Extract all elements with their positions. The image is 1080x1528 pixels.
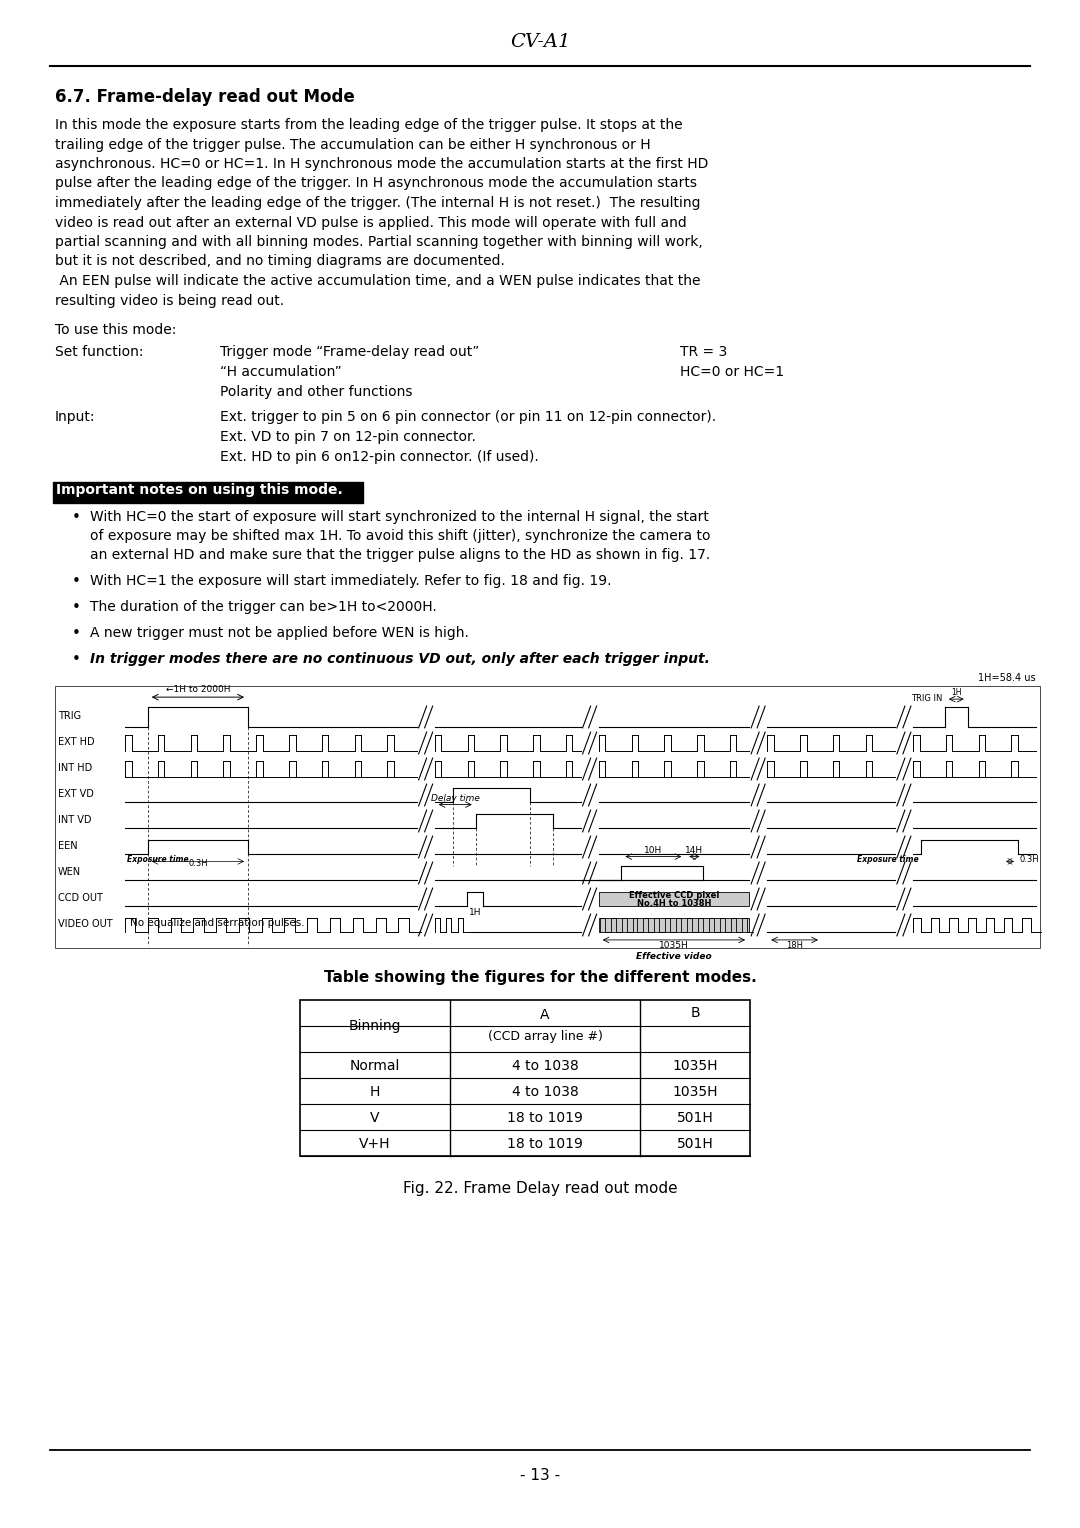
Text: 6.7. Frame-delay read out Mode: 6.7. Frame-delay read out Mode <box>55 89 354 105</box>
Bar <box>55 686 1040 947</box>
Text: video is read out after an external VD pulse is applied. This mode will operate : video is read out after an external VD p… <box>55 215 687 229</box>
Text: asynchronous. HC=0 or HC=1. In H synchronous mode the accumulation starts at the: asynchronous. HC=0 or HC=1. In H synchro… <box>55 157 708 171</box>
Text: CV-A1: CV-A1 <box>510 34 570 50</box>
Text: 1035H: 1035H <box>672 1085 718 1099</box>
Text: To use this mode:: To use this mode: <box>55 322 176 338</box>
Text: 0.3H: 0.3H <box>188 859 207 868</box>
Text: •: • <box>72 510 81 526</box>
Text: With HC=1 the exposure will start immediately. Refer to fig. 18 and fig. 19.: With HC=1 the exposure will start immedi… <box>90 575 611 588</box>
Text: 501H: 501H <box>677 1111 714 1125</box>
Text: 14H: 14H <box>686 845 703 854</box>
Text: Delay time: Delay time <box>431 793 480 802</box>
Text: With HC=0 the start of exposure will start synchronized to the internal H signal: With HC=0 the start of exposure will sta… <box>90 510 708 524</box>
Text: Important notes on using this mode.: Important notes on using this mode. <box>56 483 342 497</box>
Text: of exposure may be shifted max 1H. To avoid this shift (jitter), synchronize the: of exposure may be shifted max 1H. To av… <box>90 529 711 542</box>
Text: •: • <box>72 601 81 614</box>
Text: INT VD: INT VD <box>58 814 92 825</box>
Text: but it is not described, and no timing diagrams are documented.: but it is not described, and no timing d… <box>55 255 504 269</box>
Text: (CCD array line #): (CCD array line #) <box>487 1030 603 1044</box>
Text: V+H: V+H <box>360 1137 391 1151</box>
Bar <box>598 892 750 906</box>
Text: 18 to 1019: 18 to 1019 <box>508 1137 583 1151</box>
Bar <box>53 481 363 503</box>
Text: In this mode the exposure starts from the leading edge of the trigger pulse. It : In this mode the exposure starts from th… <box>55 118 683 131</box>
Text: partial scanning and with all binning modes. Partial scanning together with binn: partial scanning and with all binning mo… <box>55 235 703 249</box>
Text: Ext. HD to pin 6 on12-pin connector. (If used).: Ext. HD to pin 6 on12-pin connector. (If… <box>220 451 539 465</box>
Text: 0.3H: 0.3H <box>1020 856 1040 865</box>
Text: pulse after the leading edge of the trigger. In H asynchronous mode the accumula: pulse after the leading edge of the trig… <box>55 177 697 191</box>
Text: TRIG: TRIG <box>58 711 81 721</box>
Text: 1035H: 1035H <box>659 941 689 950</box>
Text: Table showing the figures for the different modes.: Table showing the figures for the differ… <box>324 970 756 986</box>
Text: •: • <box>72 575 81 588</box>
Text: WEN: WEN <box>58 866 81 877</box>
Text: •: • <box>72 652 81 668</box>
Text: H: H <box>369 1085 380 1099</box>
Text: Polarity and other functions: Polarity and other functions <box>220 385 413 399</box>
Text: EEN: EEN <box>58 840 78 851</box>
Text: Fig. 22. Frame Delay read out mode: Fig. 22. Frame Delay read out mode <box>403 1181 677 1196</box>
Text: No.4H to 1038H: No.4H to 1038H <box>637 898 711 908</box>
Text: 1H: 1H <box>469 908 481 917</box>
Text: Exposure time: Exposure time <box>858 856 919 865</box>
Text: Ext. VD to pin 7 on 12-pin connector.: Ext. VD to pin 7 on 12-pin connector. <box>220 429 476 445</box>
Text: Ext. trigger to pin 5 on 6 pin connector (or pin 11 on 12-pin connector).: Ext. trigger to pin 5 on 6 pin connector… <box>220 410 716 423</box>
Text: TR = 3: TR = 3 <box>680 345 727 359</box>
Text: 18H: 18H <box>786 941 804 950</box>
Text: 4 to 1038: 4 to 1038 <box>512 1059 579 1073</box>
Text: No equalize and serration pulses.: No equalize and serration pulses. <box>130 918 305 927</box>
Text: Binning: Binning <box>349 1019 402 1033</box>
Text: 501H: 501H <box>677 1137 714 1151</box>
Text: immediately after the leading edge of the trigger. (The internal H is not reset.: immediately after the leading edge of th… <box>55 196 701 209</box>
Text: an external HD and make sure that the trigger pulse aligns to the HD as shown in: an external HD and make sure that the tr… <box>90 549 711 562</box>
Text: 1H: 1H <box>951 688 961 697</box>
Text: EXT VD: EXT VD <box>58 788 94 799</box>
Bar <box>300 999 750 1157</box>
Text: •: • <box>72 626 81 642</box>
Text: TRIG IN: TRIG IN <box>912 694 943 703</box>
Text: resulting video is being read out.: resulting video is being read out. <box>55 293 284 307</box>
Text: B: B <box>690 1005 700 1021</box>
Text: A: A <box>540 1008 550 1022</box>
Text: 4 to 1038: 4 to 1038 <box>512 1085 579 1099</box>
Text: An EEN pulse will indicate the active accumulation time, and a WEN pulse indicat: An EEN pulse will indicate the active ac… <box>55 274 701 287</box>
Text: The duration of the trigger can be>1H to<2000H.: The duration of the trigger can be>1H to… <box>90 601 436 614</box>
Text: V: V <box>370 1111 380 1125</box>
Text: 10H: 10H <box>645 845 662 854</box>
Text: 1035H: 1035H <box>672 1059 718 1073</box>
Text: Input:: Input: <box>55 410 95 423</box>
Text: A new trigger must not be applied before WEN is high.: A new trigger must not be applied before… <box>90 626 469 640</box>
Text: Set function:: Set function: <box>55 345 144 359</box>
Text: 18 to 1019: 18 to 1019 <box>508 1111 583 1125</box>
Text: INT HD: INT HD <box>58 762 92 773</box>
Text: HC=0 or HC=1: HC=0 or HC=1 <box>680 365 784 379</box>
Text: ←1H to 2000H: ←1H to 2000H <box>165 685 230 694</box>
Text: 1H=58.4 us: 1H=58.4 us <box>978 672 1036 683</box>
Text: VIDEO OUT: VIDEO OUT <box>58 918 112 929</box>
Text: CCD OUT: CCD OUT <box>58 892 103 903</box>
Text: Effective video: Effective video <box>636 952 712 961</box>
Text: - 13 -: - 13 - <box>519 1468 561 1484</box>
Text: trailing edge of the trigger pulse. The accumulation can be either H synchronous: trailing edge of the trigger pulse. The … <box>55 138 650 151</box>
Text: Exposure time: Exposure time <box>127 856 189 865</box>
Text: Effective CCD pixel: Effective CCD pixel <box>629 891 719 900</box>
Bar <box>598 918 750 932</box>
Text: EXT HD: EXT HD <box>58 736 95 747</box>
Text: In trigger modes there are no continuous VD out, only after each trigger input.: In trigger modes there are no continuous… <box>90 652 710 666</box>
Text: Normal: Normal <box>350 1059 401 1073</box>
Text: “H accumulation”: “H accumulation” <box>220 365 341 379</box>
Text: Trigger mode “Frame-delay read out”: Trigger mode “Frame-delay read out” <box>220 345 480 359</box>
